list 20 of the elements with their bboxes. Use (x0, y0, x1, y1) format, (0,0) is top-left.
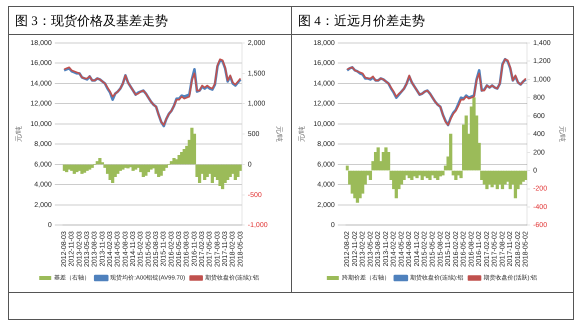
bar (160, 164, 163, 176)
bar (394, 170, 398, 198)
chart-title: 图 4：近远月价差走势 (292, 7, 574, 35)
bar (164, 164, 168, 168)
bar (98, 158, 102, 164)
bar (438, 170, 442, 176)
bar (90, 164, 94, 168)
bar (420, 170, 424, 180)
bar (454, 170, 458, 180)
bar (436, 170, 440, 180)
bar (482, 170, 486, 185)
bar (142, 164, 145, 177)
chart-title: 图 3：现货价格及基差走势 (9, 7, 291, 35)
bar (116, 164, 120, 174)
bar (96, 161, 99, 164)
bar (72, 164, 76, 174)
bar (524, 170, 528, 180)
bar (423, 170, 426, 176)
bar (118, 164, 122, 171)
bar (410, 170, 414, 180)
